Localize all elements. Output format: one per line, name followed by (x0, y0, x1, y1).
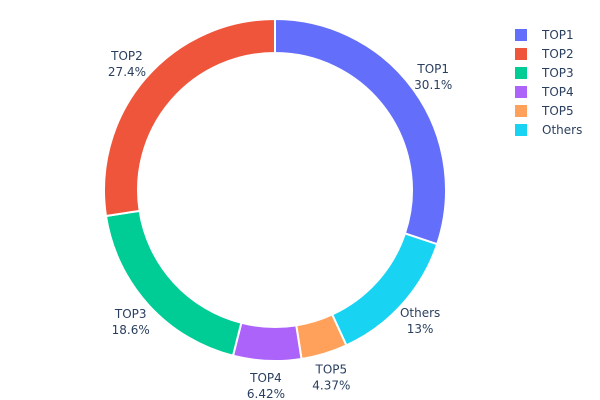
legend-item-top1[interactable]: TOP1 (515, 28, 574, 42)
slices (103, 17, 447, 362)
legend-item-top2[interactable]: TOP2 (515, 47, 574, 61)
slice-top2[interactable] (103, 17, 276, 218)
slice-label-name: TOP5 (315, 363, 348, 377)
legend-label: Others (542, 123, 582, 137)
slice-label-percent: 13% (407, 322, 434, 336)
slice-label-percent: 18.6% (112, 323, 150, 337)
slice-label-percent: 6.42% (247, 387, 285, 400)
legend-label: TOP3 (541, 66, 574, 80)
slice-label-name: TOP2 (110, 49, 143, 63)
slice-label-name: TOP1 (416, 62, 449, 76)
legend-label: TOP2 (541, 47, 574, 61)
slice-label-name: Others (400, 306, 440, 320)
legend: TOP1 TOP2 TOP3 TOP4 TOP5 Others (515, 28, 582, 137)
legend-label: TOP4 (541, 85, 574, 99)
legend-swatch (515, 29, 527, 41)
slice-label-percent: 4.37% (312, 379, 350, 393)
slice-labels: TOP1 30.1% Others 13% TOP5 4.37% TOP4 6.42% TOP3… (108, 49, 452, 400)
legend-swatch (515, 67, 527, 79)
slice-top1[interactable] (274, 17, 447, 246)
slice-label-name: TOP4 (249, 371, 282, 385)
legend-swatch (515, 48, 527, 60)
legend-item-others[interactable]: Others (515, 123, 582, 137)
legend-swatch (515, 86, 527, 98)
legend-item-top4[interactable]: TOP4 (515, 85, 574, 99)
legend-item-top5[interactable]: TOP5 (515, 104, 574, 118)
legend-swatch (515, 105, 527, 117)
slice-label-percent: 27.4% (108, 65, 146, 79)
legend-item-top3[interactable]: TOP3 (515, 66, 574, 80)
slice-label-name: TOP3 (114, 307, 147, 321)
legend-swatch (515, 124, 527, 136)
legend-label: TOP5 (541, 104, 574, 118)
slice-top4[interactable] (231, 321, 303, 362)
slice-label-percent: 30.1% (414, 78, 452, 92)
legend-label: TOP1 (541, 28, 574, 42)
